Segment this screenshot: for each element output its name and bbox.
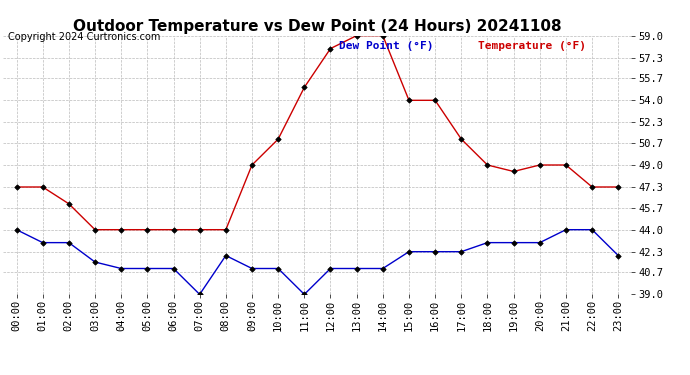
Title: Outdoor Temperature vs Dew Point (24 Hours) 20241108: Outdoor Temperature vs Dew Point (24 Hou… bbox=[73, 20, 562, 34]
Text: Temperature (°F): Temperature (°F) bbox=[477, 41, 586, 51]
Text: Copyright 2024 Curtronics.com: Copyright 2024 Curtronics.com bbox=[8, 32, 161, 42]
Text: Dew Point (°F): Dew Point (°F) bbox=[339, 41, 434, 51]
